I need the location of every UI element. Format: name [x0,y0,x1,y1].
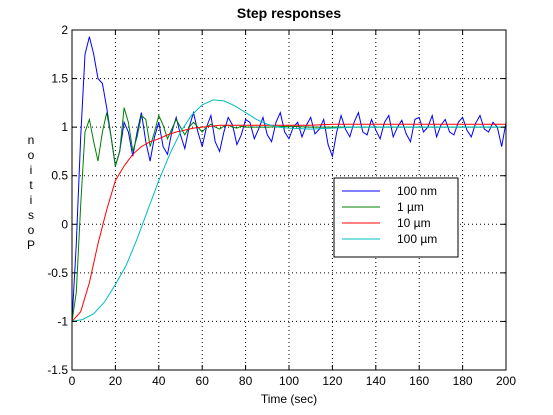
x-tick-label: 120 [322,374,342,388]
series-line-3 [71,123,506,322]
x-tick-label: 40 [152,374,166,388]
series-line-4 [71,99,506,322]
y-axis-label-char: n [28,133,35,147]
y-axis-label-char: o [28,148,35,162]
y-tick-label: -0.5 [47,266,68,280]
x-tick-label: 80 [239,374,253,388]
axis-ticks [71,29,507,371]
x-tick-label: 0 [69,374,76,388]
y-tick-label: 1.5 [51,72,68,86]
chart-title: Step responses [237,5,341,21]
y-tick-label: 0 [61,217,68,231]
series-line-1 [71,36,507,322]
legend-box [333,177,459,258]
y-axis-label-char: i [30,163,33,177]
x-tick-labels: 0 20 40 60 80 100 120 140 160 180 200 [69,374,517,388]
legend: 100 nm 1 µm 10 µm 100 µm [333,177,459,258]
x-tick-label: 140 [366,374,386,388]
legend-label-2: 1 µm [397,200,424,214]
series-lines [71,36,507,322]
x-tick-label: 20 [109,374,123,388]
y-tick-label: -1 [57,314,68,328]
y-tick-labels: -1.5 -1 -0.5 0 0.5 1 1.5 2 [47,23,68,377]
y-tick-label: -1.5 [47,363,68,377]
legend-label-3: 10 µm [397,216,431,230]
y-axis-label-char: s [28,208,34,222]
x-tick-label: 100 [279,374,299,388]
y-axis-label-char: i [30,193,33,207]
y-tick-label: 0.5 [51,169,68,183]
y-axis-label-char: o [28,223,35,237]
y-tick-label: 2 [61,23,68,37]
x-axis-label: Time (sec) [261,392,317,406]
series-line-2 [71,107,506,322]
legend-label-1: 100 nm [397,184,437,198]
y-axis-label-char: P [27,238,35,252]
x-tick-label: 200 [496,374,516,388]
x-tick-label: 160 [409,374,429,388]
x-tick-label: 180 [453,374,473,388]
y-tick-label: 1 [61,120,68,134]
legend-label-4: 100 µm [397,232,437,246]
y-axis-label-char: t [29,178,33,192]
x-tick-label: 60 [196,374,210,388]
grid-lines [72,30,506,370]
